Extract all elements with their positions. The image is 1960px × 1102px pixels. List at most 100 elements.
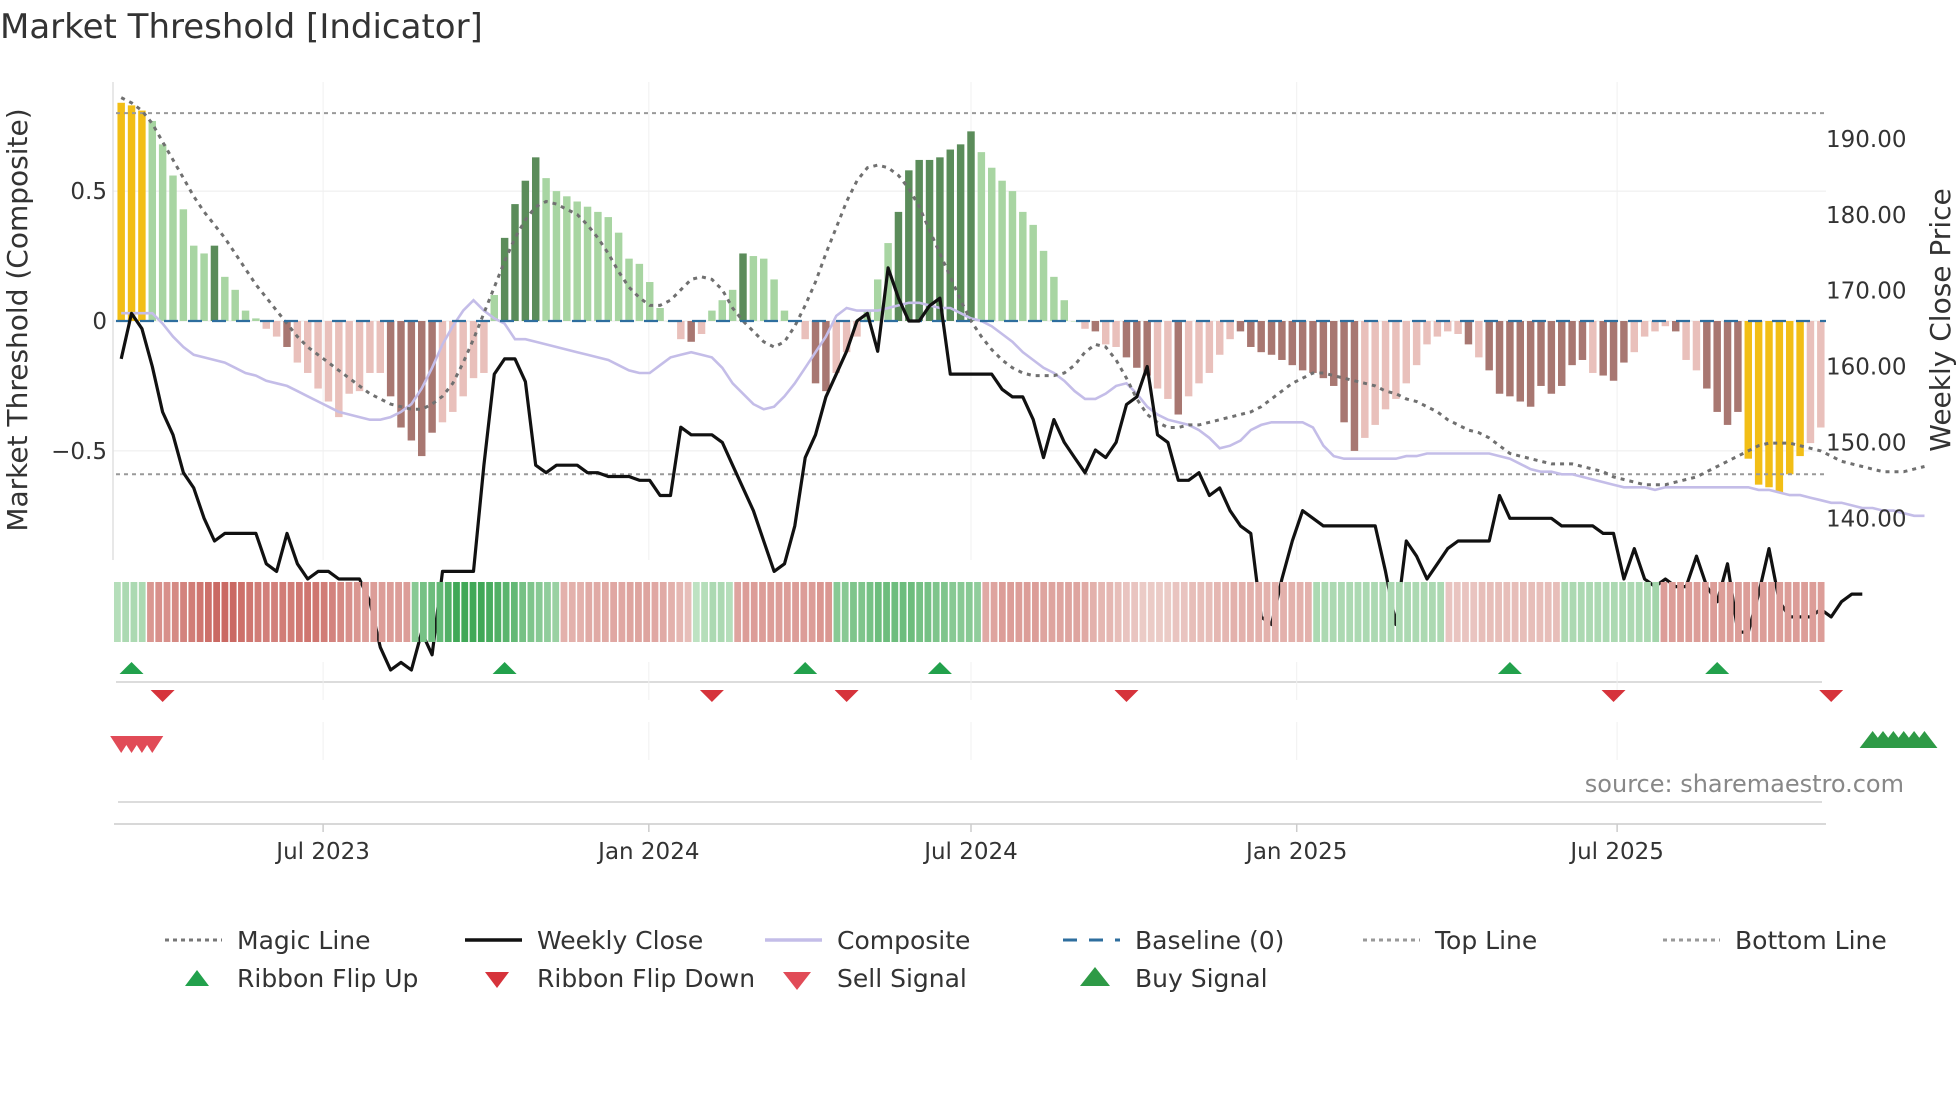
- ribbon-cell: [1172, 582, 1180, 642]
- histogram-bar: [687, 321, 695, 342]
- histogram-bar: [1454, 321, 1462, 334]
- legend-swatch: [1080, 967, 1110, 986]
- ribbon-cell: [180, 582, 187, 642]
- histogram-bar: [283, 321, 291, 347]
- ribbon-cell: [916, 582, 924, 642]
- histogram-bar: [1744, 321, 1753, 459]
- weekly-close-line: [119, 266, 1863, 672]
- histogram-bar: [925, 159, 934, 321]
- ribbon-cell: [1710, 582, 1717, 642]
- ribbon-cell: [287, 582, 295, 642]
- histogram-bar: [563, 196, 571, 321]
- ribbon-cell: [1776, 582, 1784, 642]
- ribbon-cell: [1660, 582, 1668, 642]
- histogram-bar: [521, 180, 530, 321]
- ribbon-cell: [494, 582, 502, 642]
- right-tick-label: 160.00: [1826, 355, 1906, 381]
- ribbon-cell: [1023, 582, 1031, 642]
- ribbon-cell: [1668, 582, 1676, 642]
- ribbon-cell: [1519, 582, 1527, 642]
- histogram-bar: [656, 308, 664, 321]
- ribbon-cell: [1098, 582, 1105, 642]
- histogram-bar: [1775, 321, 1784, 493]
- histogram-bar: [936, 157, 944, 321]
- ribbon-cell: [1453, 582, 1461, 642]
- histogram-bar: [1164, 321, 1172, 399]
- ribbon-cell: [1610, 582, 1618, 642]
- histogram-bar: [1630, 321, 1639, 353]
- ribbon-flip-up-marker: [1705, 662, 1730, 674]
- legend-swatch: [783, 972, 811, 990]
- ribbon-cell: [1106, 582, 1114, 642]
- ribbon-cell: [1751, 582, 1759, 642]
- left-tick-label: 0.5: [70, 179, 107, 205]
- histogram-bar: [1091, 321, 1100, 332]
- histogram-bars: [117, 102, 1825, 493]
- histogram-bar: [905, 170, 913, 321]
- ribbon-flip-down-marker: [1114, 690, 1139, 702]
- ribbon-cell: [1743, 582, 1751, 642]
- ribbon-cell: [1280, 582, 1287, 642]
- ribbon-cell: [1486, 582, 1494, 642]
- histogram-bar: [1361, 321, 1369, 438]
- ribbon-flip-up-marker: [927, 662, 952, 674]
- histogram-bar: [500, 237, 509, 321]
- histogram-bar: [1661, 321, 1670, 327]
- histogram-bar: [1060, 300, 1069, 321]
- ribbon-cell: [775, 582, 783, 642]
- histogram-bar: [1050, 276, 1058, 321]
- histogram-bar: [231, 289, 239, 321]
- histogram-bar: [946, 149, 955, 321]
- histogram-bar: [200, 253, 208, 321]
- histogram-bar: [1423, 321, 1431, 345]
- ribbon-cell: [1495, 582, 1502, 642]
- ribbon-cell: [1139, 582, 1147, 642]
- ribbon-cell: [1735, 582, 1742, 642]
- histogram-bar: [1008, 191, 1017, 321]
- x-tick-label: Jan 2024: [596, 839, 699, 865]
- histogram-bar: [822, 321, 830, 392]
- buy-signal-marker: [1911, 731, 1938, 748]
- histogram-bar: [780, 310, 789, 321]
- ribbon-cell: [1213, 582, 1221, 642]
- ribbon-cell: [610, 582, 618, 642]
- histogram-bar: [832, 321, 841, 373]
- histogram-bar: [614, 232, 623, 321]
- ribbon-cell: [974, 582, 981, 642]
- ribbon-cell: [1462, 582, 1469, 642]
- histogram-bar: [138, 110, 146, 322]
- ribbon-cell: [271, 582, 278, 642]
- ribbon-cell: [998, 582, 1006, 642]
- x-tick-label: Jan 2025: [1244, 839, 1347, 865]
- histogram-bar: [1796, 321, 1804, 457]
- ribbon-cell: [114, 582, 121, 642]
- ribbon-cell: [295, 582, 303, 642]
- ribbon-cell: [635, 582, 642, 642]
- histogram-bar: [169, 175, 177, 321]
- ribbon-cell: [1255, 582, 1263, 642]
- ribbon-cell: [312, 582, 320, 642]
- histogram-bar: [376, 321, 385, 373]
- histogram-bar: [1039, 250, 1048, 321]
- histogram-bar: [1516, 321, 1525, 402]
- ribbon-cell: [1048, 582, 1056, 642]
- histogram-bar: [490, 295, 499, 321]
- histogram-bar: [449, 321, 457, 412]
- histogram-bar: [1319, 321, 1328, 379]
- ribbon-cell: [1362, 582, 1370, 642]
- histogram-bar: [158, 144, 167, 321]
- ribbon-cell: [1404, 582, 1411, 642]
- ribbon-cell: [353, 582, 361, 642]
- ribbon-cell: [1503, 582, 1511, 642]
- histogram-bar: [1392, 321, 1400, 399]
- ribbon-cell: [833, 582, 841, 642]
- ribbon-cell: [1247, 582, 1254, 642]
- ribbon-cell: [1429, 582, 1436, 642]
- histogram-bar: [1557, 321, 1566, 386]
- histogram-bar: [459, 321, 467, 397]
- histogram-bar: [573, 201, 581, 321]
- legend-label: Ribbon Flip Down: [537, 964, 755, 993]
- ribbon-cell: [1123, 582, 1130, 642]
- histogram-bar: [625, 258, 633, 321]
